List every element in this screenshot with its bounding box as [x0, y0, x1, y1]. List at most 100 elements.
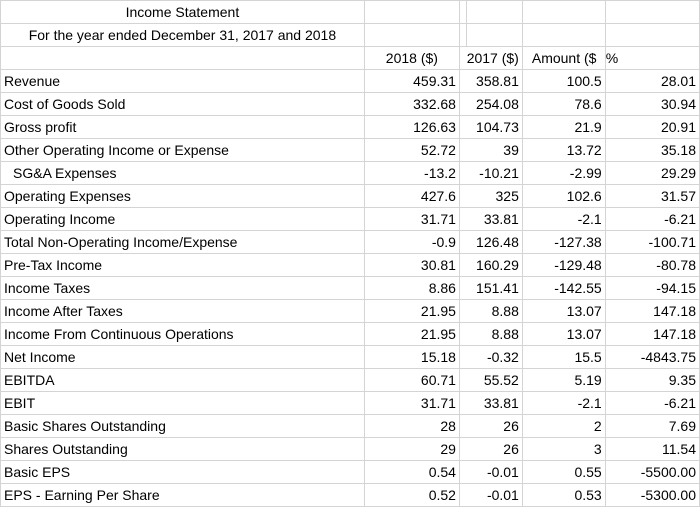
cell-2017[interactable]: 33.81 [458, 391, 523, 415]
cell-amount[interactable]: 15.5 [521, 345, 606, 369]
cell-2018[interactable]: 0.54 [363, 460, 460, 484]
row-label[interactable]: Gross profit [0, 115, 365, 139]
column-header-amount[interactable]: Amount ($ [521, 46, 606, 70]
column-header-2018[interactable]: 2018 ($) [363, 46, 460, 70]
row-label[interactable]: Other Operating Income or Expense [0, 138, 365, 162]
cell-2018[interactable]: 29 [363, 437, 460, 461]
cell-2017[interactable]: 254.08 [458, 92, 523, 116]
cell-2018[interactable]: 31.71 [363, 207, 460, 231]
cell-percent[interactable]: 147.18 [604, 322, 700, 346]
cell-2018[interactable]: 332.68 [363, 92, 460, 116]
row-label[interactable]: Operating Expenses [0, 184, 365, 208]
cell-2018[interactable]: 459.31 [363, 69, 460, 93]
cell-2018[interactable]: 0.52 [363, 483, 460, 507]
cell-2017[interactable]: -10.21 [458, 161, 523, 185]
cell-2017[interactable]: 26 [458, 414, 523, 438]
cell-amount[interactable]: -2.99 [521, 161, 606, 185]
row-label[interactable]: EPS - Earning Per Share [0, 483, 365, 507]
empty-cell[interactable] [604, 23, 700, 47]
row-label[interactable]: Pre-Tax Income [0, 253, 365, 277]
cell-percent[interactable]: 30.94 [604, 92, 700, 116]
row-label[interactable]: SG&A Expenses [0, 161, 365, 185]
cell-amount[interactable]: -2.1 [521, 391, 606, 415]
cell-amount[interactable]: 0.53 [521, 483, 606, 507]
row-label[interactable]: Basic Shares Outstanding [0, 414, 365, 438]
row-label[interactable]: Income Taxes [0, 276, 365, 300]
cell-2018[interactable]: 30.81 [363, 253, 460, 277]
cell-percent[interactable]: -80.78 [604, 253, 700, 277]
row-label[interactable]: EBITDA [0, 368, 365, 392]
cell-2017[interactable]: 55.52 [458, 368, 523, 392]
cell-amount[interactable]: 100.5 [521, 69, 606, 93]
row-label[interactable]: Cost of Goods Sold [0, 92, 365, 116]
empty-cell[interactable] [604, 0, 700, 24]
cell-amount[interactable]: -127.38 [521, 230, 606, 254]
cell-percent[interactable]: 147.18 [604, 299, 700, 323]
cell-2017[interactable]: 160.29 [458, 253, 523, 277]
cell-2018[interactable]: 21.95 [363, 299, 460, 323]
cell-amount[interactable]: 5.19 [521, 368, 606, 392]
cell-2017[interactable]: 151.41 [458, 276, 523, 300]
cell-amount[interactable]: -129.48 [521, 253, 606, 277]
cell-2018[interactable]: 126.63 [363, 115, 460, 139]
cell-amount[interactable]: 0.55 [521, 460, 606, 484]
empty-cell[interactable] [0, 46, 365, 70]
row-label[interactable]: Net Income [0, 345, 365, 369]
cell-2018[interactable]: 52.72 [363, 138, 460, 162]
cell-percent[interactable]: -100.71 [604, 230, 700, 254]
cell-2017[interactable]: 26 [458, 437, 523, 461]
cell-2017[interactable]: 325 [458, 184, 523, 208]
cell-percent[interactable]: 29.29 [604, 161, 700, 185]
cell-percent[interactable]: 31.57 [604, 184, 700, 208]
cell-2017[interactable]: 8.88 [458, 322, 523, 346]
cell-2017[interactable]: -0.01 [458, 483, 523, 507]
cell-amount[interactable]: 13.07 [521, 299, 606, 323]
column-header-2017[interactable]: 2017 ($) [458, 46, 523, 70]
row-label[interactable]: Basic EPS [0, 460, 365, 484]
row-label[interactable]: Income After Taxes [0, 299, 365, 323]
cell-percent[interactable]: 11.54 [604, 437, 700, 461]
row-label[interactable]: Income From Continuous Operations [0, 322, 365, 346]
cell-2018[interactable]: 427.6 [363, 184, 460, 208]
cell-amount[interactable]: -142.55 [521, 276, 606, 300]
cell-2018[interactable]: -0.9 [363, 230, 460, 254]
cell-percent[interactable]: -6.21 [604, 391, 700, 415]
cell-percent[interactable]: 28.01 [604, 69, 700, 93]
cell-2018[interactable]: -13.2 [363, 161, 460, 185]
empty-cell[interactable] [465, 23, 523, 47]
cell-amount[interactable]: 2 [521, 414, 606, 438]
cell-2017[interactable]: 126.48 [458, 230, 523, 254]
cell-2018[interactable]: 8.86 [363, 276, 460, 300]
empty-cell[interactable] [363, 23, 460, 47]
statement-title[interactable]: Income Statement [0, 0, 365, 24]
cell-2018[interactable]: 21.95 [363, 322, 460, 346]
cell-percent[interactable]: 20.91 [604, 115, 700, 139]
cell-2017[interactable]: 39 [458, 138, 523, 162]
empty-cell[interactable] [521, 23, 606, 47]
cell-amount[interactable]: 78.6 [521, 92, 606, 116]
row-label[interactable]: EBIT [0, 391, 365, 415]
row-label[interactable]: Total Non-Operating Income/Expense [0, 230, 365, 254]
cell-2017[interactable]: 358.81 [458, 69, 523, 93]
row-label[interactable]: Shares Outstanding [0, 437, 365, 461]
cell-percent[interactable]: -5500.00 [604, 460, 700, 484]
cell-amount[interactable]: 3 [521, 437, 606, 461]
cell-2017[interactable]: -0.01 [458, 460, 523, 484]
cell-percent[interactable]: -94.15 [604, 276, 700, 300]
empty-cell[interactable] [363, 0, 460, 24]
cell-percent[interactable]: -5300.00 [604, 483, 700, 507]
row-label[interactable]: Operating Income [0, 207, 365, 231]
cell-amount[interactable]: -2.1 [521, 207, 606, 231]
column-header-percent[interactable]: % [604, 46, 700, 70]
row-label[interactable]: Revenue [0, 69, 365, 93]
cell-amount[interactable]: 13.07 [521, 322, 606, 346]
cell-percent[interactable]: 7.69 [604, 414, 700, 438]
cell-amount[interactable]: 21.9 [521, 115, 606, 139]
cell-2017[interactable]: 8.88 [458, 299, 523, 323]
cell-2018[interactable]: 60.71 [363, 368, 460, 392]
cell-percent[interactable]: 35.18 [604, 138, 700, 162]
cell-2018[interactable]: 15.18 [363, 345, 460, 369]
cell-2018[interactable]: 31.71 [363, 391, 460, 415]
empty-cell[interactable] [521, 0, 606, 24]
cell-percent[interactable]: -6.21 [604, 207, 700, 231]
